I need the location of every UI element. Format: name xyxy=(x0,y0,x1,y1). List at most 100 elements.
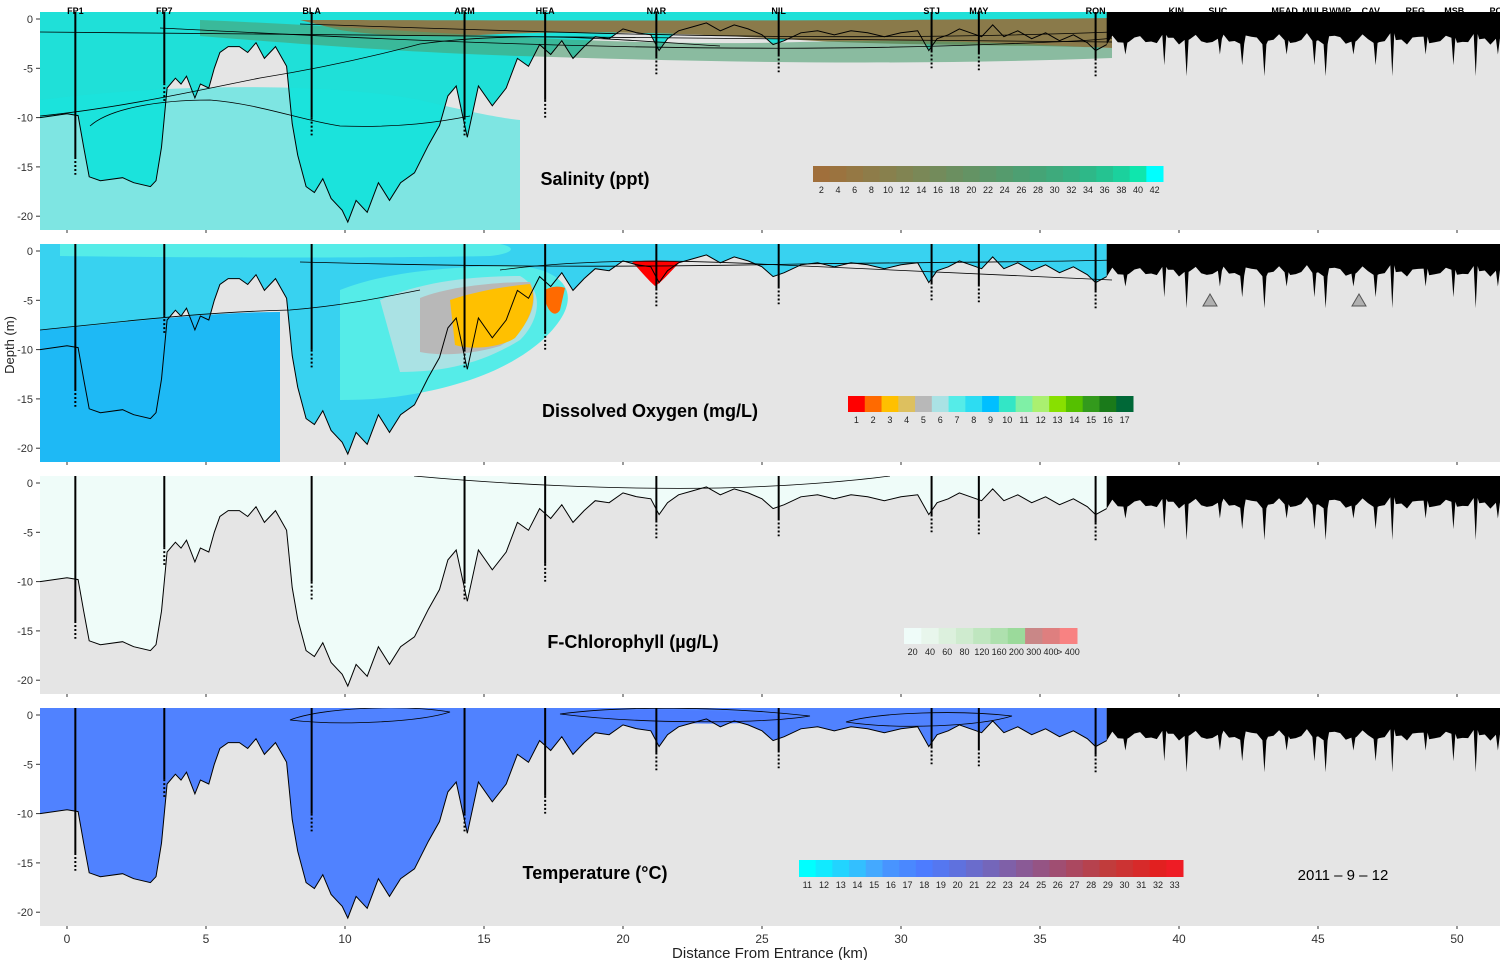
legend-label: 31 xyxy=(1136,880,1146,890)
station-label: RON xyxy=(1086,6,1106,16)
legend-label: 14 xyxy=(852,880,862,890)
legend-label: 42 xyxy=(1150,185,1160,195)
legend-label: 20 xyxy=(908,647,918,657)
temperature-warm-patch xyxy=(560,709,800,724)
y-tick-label: -20 xyxy=(17,675,33,687)
legend-swatch xyxy=(1032,860,1050,877)
legend-swatch xyxy=(1025,628,1043,644)
y-tick-label: -15 xyxy=(17,162,33,174)
temperature-xtick-marks xyxy=(66,926,1458,929)
legend-swatch xyxy=(938,628,957,644)
legend-label: 5 xyxy=(921,415,926,425)
x-tick-label: 35 xyxy=(1033,932,1047,946)
oxygen-surface-high xyxy=(60,244,511,258)
salinity-xtick-marks xyxy=(66,230,1458,233)
oxygen-bottom-line xyxy=(39,254,1107,456)
legend-label: 12 xyxy=(1036,415,1046,425)
legend-label: 13 xyxy=(836,880,846,890)
legend-swatch xyxy=(899,860,917,877)
x-tick-label: 45 xyxy=(1311,932,1325,946)
legend-swatch xyxy=(1066,860,1084,877)
legend-label: 30 xyxy=(1050,185,1060,195)
legend-label: 1 xyxy=(854,415,859,425)
salinity-bottom-line xyxy=(39,22,1107,224)
legend-label: 120 xyxy=(974,647,989,657)
legend-swatch xyxy=(898,396,916,412)
chlorophyll-xtick-marks xyxy=(66,694,1458,697)
legend-swatch xyxy=(913,166,931,182)
legend-swatch xyxy=(1132,860,1151,877)
station-label: WMP xyxy=(1329,6,1351,16)
legend-swatch xyxy=(1096,166,1114,182)
y-tick-label: -20 xyxy=(17,211,33,223)
legend-swatch xyxy=(946,166,964,182)
salinity-fresh-surface xyxy=(300,18,1112,48)
x-tick-label: 25 xyxy=(755,932,769,946)
salinity-upstream-black xyxy=(1106,12,1500,77)
legend-swatch xyxy=(982,396,1000,412)
legend-swatch xyxy=(1032,396,1050,412)
legend-swatch xyxy=(963,166,981,182)
oxygen-station-lines xyxy=(74,244,1097,407)
legend-label: 17 xyxy=(1120,415,1130,425)
temperature-yaxis: 0 -5 -10 -15 -20 xyxy=(17,710,40,919)
x-axis: 0 5 10 15 20 25 30 35 40 45 50 xyxy=(64,932,1464,946)
legend-swatch xyxy=(996,166,1014,182)
salinity-deep-core xyxy=(40,87,520,230)
oxygen-yellow-zone xyxy=(450,284,534,348)
oxygen-xtick-marks xyxy=(66,462,1458,465)
legend-label: 16 xyxy=(886,880,896,890)
x-tick-label: 0 xyxy=(64,932,71,946)
legend-swatch xyxy=(863,166,881,182)
legend-swatch xyxy=(1129,166,1147,182)
chlorophyll-station-lines xyxy=(74,476,1097,639)
legend-swatch xyxy=(949,860,967,877)
legend-swatch xyxy=(1099,396,1117,412)
legend-swatch xyxy=(1029,166,1047,182)
station-label: HEA xyxy=(536,6,556,16)
temperature-contours xyxy=(289,708,1013,727)
legend-label: 24 xyxy=(1019,880,1029,890)
temperature-title: Temperature (°C) xyxy=(523,863,668,883)
legend-swatch xyxy=(1007,628,1026,644)
legend-swatch xyxy=(813,166,831,182)
legend-label: 200 xyxy=(1009,647,1024,657)
legend-swatch xyxy=(1082,396,1100,412)
station-label: NIL xyxy=(771,6,786,16)
legend-label: 6 xyxy=(938,415,943,425)
legend-label: 3 xyxy=(887,415,892,425)
station-label: POL xyxy=(1489,6,1500,16)
legend-swatch xyxy=(1166,860,1184,877)
legend-swatch xyxy=(1042,628,1061,644)
legend-swatch xyxy=(965,860,984,877)
legend-label: 14 xyxy=(1069,415,1079,425)
legend-label: 160 xyxy=(992,647,1007,657)
legend-swatch xyxy=(1059,628,1078,644)
legend-label: 14 xyxy=(916,185,926,195)
temperature-upstream-black xyxy=(1106,708,1500,773)
date-label: 2011 – 9 – 12 xyxy=(1298,867,1389,884)
legend-swatch xyxy=(829,166,847,182)
y-tick-label: -10 xyxy=(17,577,33,589)
legend-swatch xyxy=(865,860,883,877)
temperature-bottom-line xyxy=(39,718,1107,920)
salinity-yaxis: 0 -5 -10 -15 -20 xyxy=(17,14,40,223)
legend-swatch xyxy=(1099,860,1117,877)
legend-label: 15 xyxy=(869,880,879,890)
station-label: STJ xyxy=(923,6,940,16)
legend-swatch xyxy=(1082,860,1101,877)
legend-label: 8 xyxy=(971,415,976,425)
legend-swatch xyxy=(864,396,883,412)
legend-label: 16 xyxy=(1103,415,1113,425)
temperature-legend: 11 12 13 14 15 16 17 18 19 20 21 22 23 24 25 26 27 28 29 30… xyxy=(799,860,1184,890)
legend-swatch xyxy=(915,396,933,412)
upstream-bathymetry xyxy=(1106,12,1500,77)
legend-label: 23 xyxy=(1003,880,1013,890)
legend-swatch xyxy=(1116,860,1134,877)
salinity-title: Salinity (ppt) xyxy=(541,169,650,189)
legend-label: 9 xyxy=(988,415,993,425)
legend-label: 10 xyxy=(1002,415,1012,425)
legend-swatch xyxy=(1065,396,1084,412)
